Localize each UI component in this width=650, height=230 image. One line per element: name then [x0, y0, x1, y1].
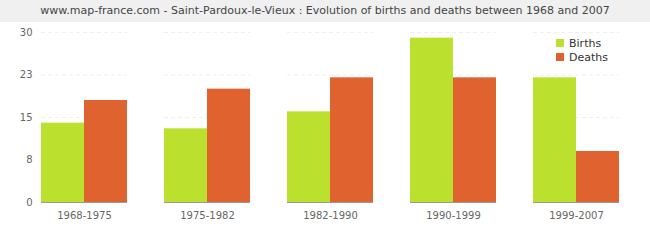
- svg-text:30: 30: [20, 27, 33, 38]
- html-text:Births: Births: [569, 36, 602, 50]
- html-text:Deaths: Deaths: [569, 50, 608, 64]
- svg-text:1999-2007: 1999-2007: [549, 210, 604, 221]
- svg-text:1968-1975: 1968-1975: [57, 210, 112, 221]
- svg-text:0: 0: [26, 197, 32, 208]
- svg-text:8: 8: [26, 154, 32, 165]
- svg-text:1990-1999: 1990-1999: [426, 210, 481, 221]
- svg-text:15: 15: [20, 112, 33, 123]
- svg-text:1982-1990: 1982-1990: [303, 210, 358, 221]
- html-text:www.map-france.com - Saint-Par: www.map-france.com - Saint-Pardoux-le-Vi…: [40, 4, 610, 17]
- svg-text:23: 23: [20, 69, 33, 80]
- svg-text:1975-1982: 1975-1982: [180, 210, 235, 221]
